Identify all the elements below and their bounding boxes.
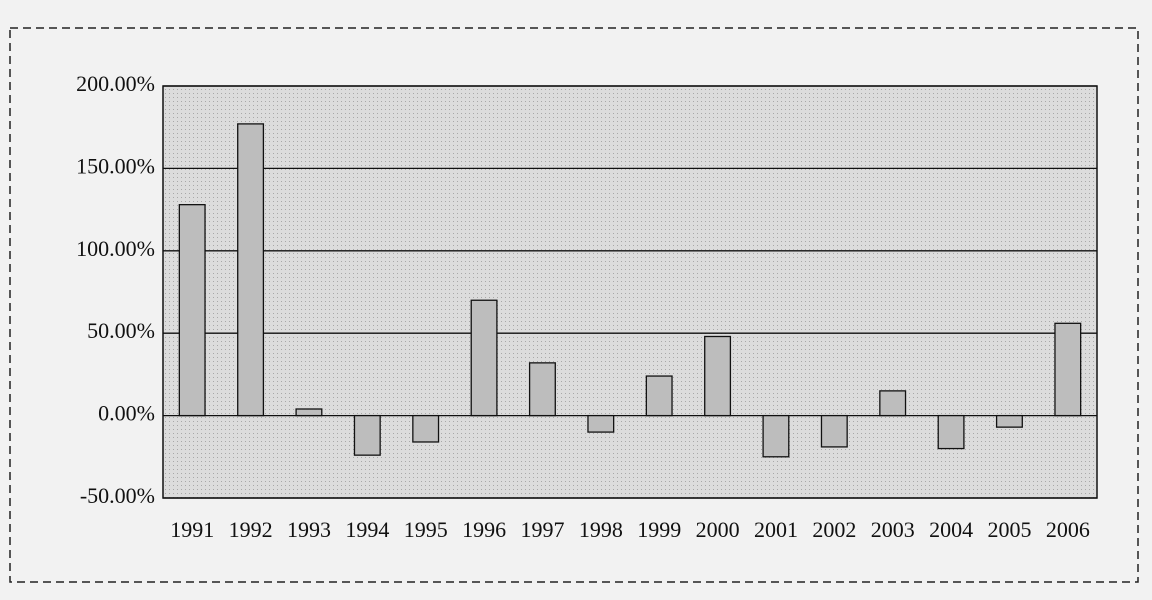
x-tick-label: 1996 [462,517,506,542]
x-tick-label: 1993 [287,517,331,542]
x-tick-label: 2000 [696,517,740,542]
bar [587,414,615,433]
y-tick-label: 50.00% [87,318,155,343]
x-tick-label: 2004 [929,517,973,542]
x-tick-label: 2002 [812,517,856,542]
x-tick-label: 1992 [229,517,273,542]
x-tick-label: 1997 [520,517,564,542]
bar [237,123,265,417]
y-tick-label: 0.00% [98,401,155,426]
y-tick-label: 100.00% [76,236,155,261]
x-tick-label: 2003 [871,517,915,542]
x-tick-label: 1994 [345,517,389,542]
x-tick-label: 1991 [170,517,214,542]
bar [879,390,907,417]
bar [820,414,848,448]
x-tick-label: 1995 [404,517,448,542]
bar [353,414,381,456]
bar [704,335,732,417]
x-tick-label: 1999 [637,517,681,542]
bar [295,408,323,417]
bar [645,375,673,417]
frame [9,27,1139,583]
bar [528,362,556,417]
x-tick-label: 1998 [579,517,623,542]
y-tick-label: 200.00% [76,71,155,96]
bar [762,414,790,458]
y-tick-label: -50.00% [80,483,155,508]
bar [937,414,965,450]
bar [1054,322,1082,417]
x-tick-label: 2006 [1046,517,1090,542]
y-tick-label: 150.00% [76,153,155,178]
bar [470,299,498,417]
x-tick-label: 2005 [987,517,1031,542]
x-tick-label: 2001 [754,517,798,542]
bar [412,414,440,443]
bar [995,414,1023,428]
bar [178,204,206,417]
